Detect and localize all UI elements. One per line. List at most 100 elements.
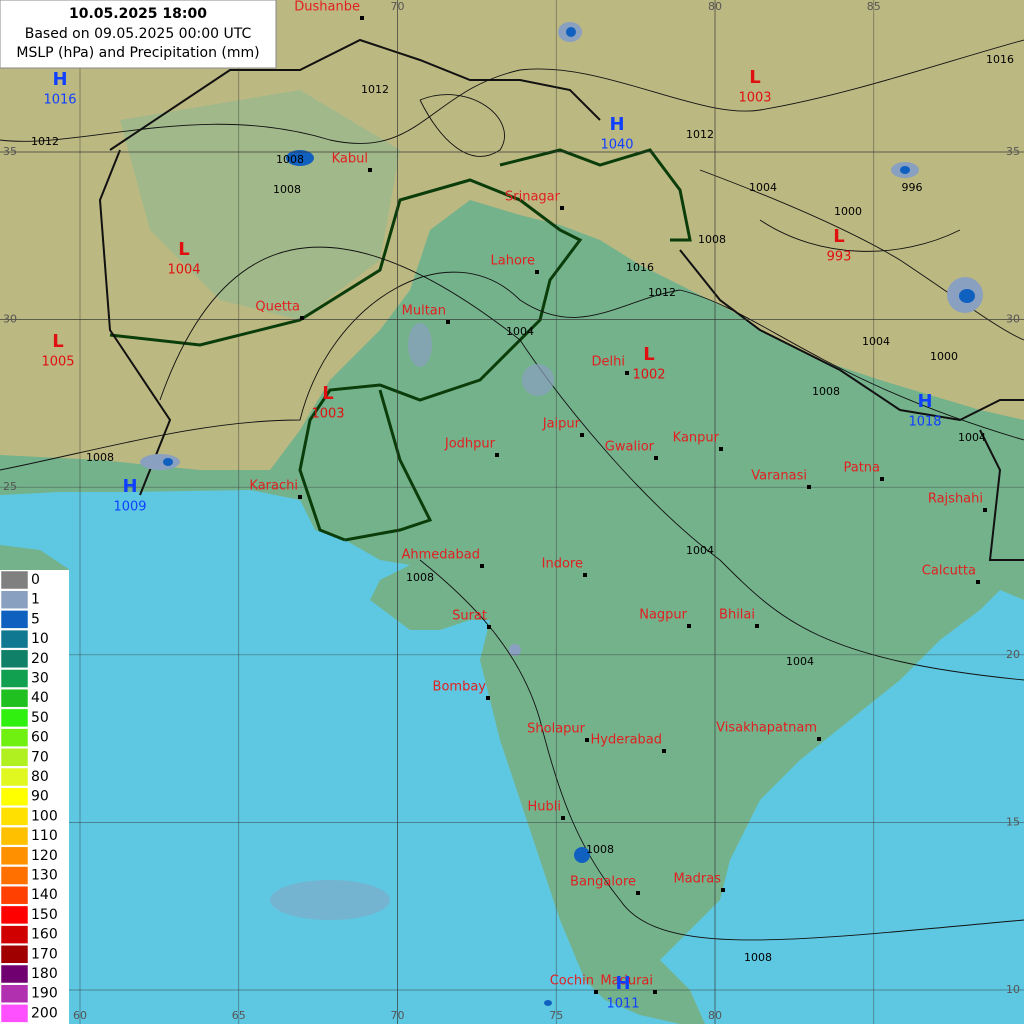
legend-label: 60 <box>31 730 49 746</box>
pressure-symbol: L <box>833 226 844 247</box>
pressure-symbol: L <box>749 67 760 88</box>
city-marker <box>817 737 821 741</box>
city-marker <box>298 495 302 499</box>
legend-swatch <box>0 708 29 728</box>
pressure-symbol: L <box>322 383 333 404</box>
latitude-label: 20 <box>1006 648 1020 661</box>
legend-swatch <box>0 629 29 649</box>
latitude-label: 15 <box>1006 815 1020 828</box>
isobar-label: 1008 <box>812 385 840 398</box>
isobar-label: 1008 <box>406 571 434 584</box>
city-marker <box>983 508 987 512</box>
city-label: Madras <box>673 872 721 887</box>
city-label: Jaipur <box>542 417 581 432</box>
city-label: Visakhapatnam <box>716 721 817 736</box>
legend-label: 40 <box>31 690 49 706</box>
pressure-value: 1005 <box>41 355 74 370</box>
legend-label: 70 <box>31 749 49 765</box>
precipitation <box>140 22 983 1006</box>
pressure-value: 1009 <box>113 500 146 515</box>
legend-label: 0 <box>31 572 40 588</box>
legend-swatch <box>0 905 29 925</box>
legend-label: 10 <box>31 631 49 647</box>
city-marker <box>495 453 499 457</box>
city-label: Nagpur <box>639 608 687 623</box>
city-marker <box>487 625 491 629</box>
city-label: Sholapur <box>527 722 586 737</box>
pressure-symbol: H <box>122 476 137 497</box>
longitude-label: 85 <box>867 0 881 13</box>
legend-swatch <box>0 925 29 944</box>
city-marker <box>368 168 372 172</box>
city-label: Hyderabad <box>591 733 663 748</box>
city-label: Ahmedabad <box>402 548 480 563</box>
pressure-value: 1018 <box>908 415 941 430</box>
header-date: 10.05.2025 18:00 <box>69 6 207 22</box>
longitude-label: 70 <box>391 1009 405 1022</box>
pressure-symbol: H <box>615 973 630 994</box>
pressure-symbol: H <box>609 114 624 135</box>
pressure-symbol: L <box>178 239 189 260</box>
latitude-label: 10 <box>1006 983 1020 996</box>
legend-label: 120 <box>31 848 58 864</box>
legend-swatch <box>0 807 29 826</box>
isobar-label: 1000 <box>930 350 958 363</box>
country-border <box>109 178 583 542</box>
isobar-label: 1004 <box>686 544 714 557</box>
legend-label: 50 <box>31 710 49 726</box>
pressure-value: 1016 <box>43 93 76 108</box>
city-label: Kabul <box>332 152 368 167</box>
city-marker <box>625 371 629 375</box>
pressure-value: 1040 <box>600 138 633 153</box>
legend-label: 180 <box>31 966 58 982</box>
city-label: Madurai <box>600 974 653 989</box>
latitude-label: 30 <box>3 313 17 326</box>
city-label: Bhilai <box>719 608 755 623</box>
isobar-label: 1012 <box>648 286 676 299</box>
city-marker <box>486 696 490 700</box>
isobar-label: 1012 <box>361 83 389 96</box>
city-marker <box>585 738 589 742</box>
legend-swatch <box>0 748 29 767</box>
legend-label: 30 <box>31 671 49 687</box>
city-label: Rajshahi <box>928 492 983 507</box>
city-label: Calcutta <box>922 564 976 579</box>
legend-swatch <box>0 767 29 787</box>
longitude-label: 60 <box>73 1009 87 1022</box>
city-label: Bangalore <box>570 875 636 890</box>
pressure-value: 1002 <box>632 368 665 383</box>
legend-label: 20 <box>31 651 49 667</box>
legend-swatch <box>0 649 29 669</box>
city-marker <box>480 564 484 568</box>
isobar-label: 1004 <box>506 325 534 338</box>
isobar-label: 1008 <box>276 153 304 166</box>
city-marker <box>653 990 657 994</box>
latitude-label: 30 <box>1006 313 1020 326</box>
city-marker <box>446 320 450 324</box>
city-marker <box>580 433 584 437</box>
land <box>0 545 70 575</box>
legend-swatch <box>0 984 29 1003</box>
city-label: Kanpur <box>673 431 720 446</box>
isobar-label: 1008 <box>586 843 614 856</box>
pressure-value: 1004 <box>167 263 200 278</box>
header-description: MSLP (hPa) and Precipitation (mm) <box>16 45 259 61</box>
legend-swatch <box>0 866 29 885</box>
legend-label: 110 <box>31 828 58 844</box>
city-label: Gwalior <box>605 440 655 455</box>
city-marker <box>560 206 564 210</box>
isobar-label: 1004 <box>862 335 890 348</box>
pressure-value: 1011 <box>606 997 639 1012</box>
city-marker <box>807 485 811 489</box>
legend-swatch <box>0 610 29 629</box>
country-border <box>344 148 692 542</box>
pressure-value: 1003 <box>311 407 344 422</box>
legend-swatch <box>0 885 29 905</box>
legend-swatch <box>0 590 29 609</box>
isobar-label: 996 <box>902 181 923 194</box>
legend-swatch <box>0 846 29 866</box>
city-label: Hubli <box>528 800 562 815</box>
city-label: Srinagar <box>505 190 561 205</box>
pressure-symbol: H <box>52 69 67 90</box>
longitude-label: 75 <box>549 1009 563 1022</box>
